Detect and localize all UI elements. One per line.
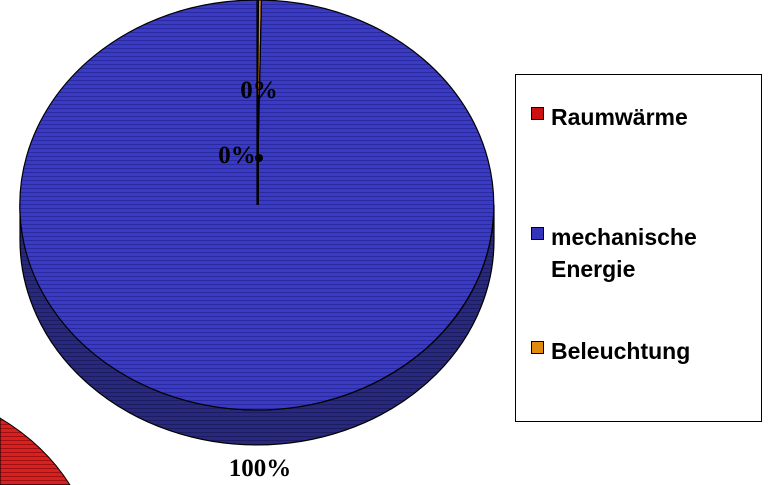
legend-label-mechanische-energie: mechanische Energie <box>551 224 697 282</box>
legend-label-beleuchtung: Beleuchtung <box>551 338 691 364</box>
data-label-mid: 0% <box>218 142 256 169</box>
exploded-slice-raumwaerme <box>0 417 71 485</box>
data-label-bottom: 100% <box>229 455 292 482</box>
legend-label-raumwaerme: Raumwärme <box>551 104 688 130</box>
legend-swatch-mechanische-energie <box>531 227 544 240</box>
leader-dot-mid <box>255 154 263 162</box>
data-label-top: 0% <box>240 77 278 104</box>
pie-slice-mechanische-energie <box>19 0 495 411</box>
legend-swatch-raumwaerme <box>531 107 544 120</box>
legend-item-mechanische-energie: mechanische Energie <box>531 221 697 285</box>
legend-swatch-beleuchtung <box>531 341 544 354</box>
legend-item-beleuchtung: Beleuchtung <box>531 335 690 367</box>
legend: Raumwärme mechanische Energie Beleuchtun… <box>515 74 762 422</box>
legend-item-raumwaerme: Raumwärme <box>531 101 688 133</box>
